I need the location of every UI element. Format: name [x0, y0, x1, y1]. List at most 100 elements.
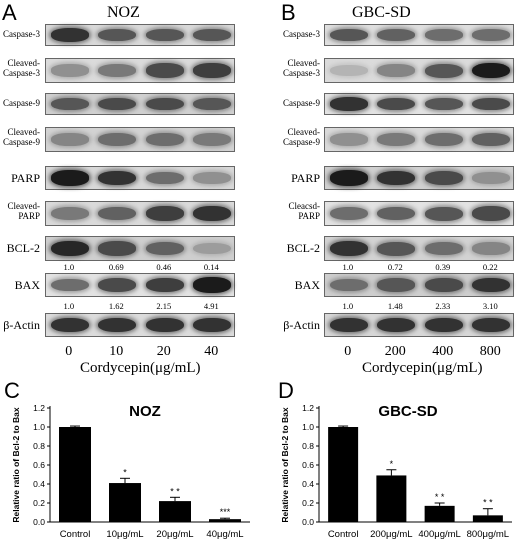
blot-band [377, 278, 416, 292]
blot-label: PARP [291, 171, 320, 185]
bar [59, 427, 91, 522]
ratio-value: 0.72 [387, 262, 403, 272]
blot-band [472, 317, 511, 333]
panel-letter-a: A [2, 0, 17, 25]
blot-band [98, 278, 137, 292]
blot-strip [45, 93, 235, 115]
category-label: 40μg/mL [206, 529, 243, 540]
bar [109, 483, 141, 522]
bar-chart-gbc-sd: GBC-SD Relative ratio of Bcl-2 to Bax 0.0 0… [280, 403, 512, 540]
significance-mark: * * [483, 498, 493, 508]
bar [209, 519, 241, 522]
blot-band [472, 206, 511, 221]
blot-band [329, 97, 368, 111]
blot-band [377, 133, 416, 146]
blot-label: Caspase-3 [3, 29, 40, 39]
blot-strip [324, 236, 514, 261]
blot-band [145, 206, 184, 221]
chart-title: NOZ [129, 403, 161, 420]
blot-band [424, 132, 463, 147]
blot-band [377, 206, 416, 221]
blot-band [193, 317, 232, 333]
blot-band [424, 241, 463, 256]
ratio-value: 1.0 [63, 301, 75, 311]
blot-band [329, 65, 368, 76]
ratio-value: 2.15 [156, 301, 172, 311]
blot-band [377, 97, 416, 111]
bar [159, 501, 191, 522]
blot-band [472, 97, 511, 111]
blot-band [98, 132, 137, 147]
y-tick-label: 0.6 [33, 460, 45, 470]
blot-band [193, 28, 232, 42]
y-axis-label: Relative ratio of Bcl-2 to Bax [11, 407, 21, 523]
bar-chart-noz: NOZ Relative ratio of Bcl-2 to Bax 0.0 0.2 0… [11, 403, 250, 540]
blot-band [50, 64, 89, 77]
category-label: Control [60, 529, 91, 540]
category-label: 10μg/mL [106, 529, 143, 540]
blot-label: Cleacsd- PARP [288, 201, 321, 221]
bar [376, 475, 407, 522]
blot-band [193, 242, 232, 255]
blot-band [472, 29, 511, 41]
blot-strip [324, 313, 514, 337]
blot-label: Cleaved- Caspase-3 [283, 58, 320, 78]
y-tick-label: 0.8 [302, 441, 314, 451]
blot-label: BAX [14, 278, 40, 292]
blot-band [329, 240, 368, 257]
blot-band [329, 278, 368, 292]
blot-strip [324, 166, 514, 190]
blot-label: Caspase-9 [283, 98, 320, 108]
y-tick-label: 0.2 [302, 498, 314, 508]
blot-strip [45, 273, 235, 297]
y-tick-label: 0.2 [33, 498, 45, 508]
concentration-label: 800 [479, 344, 501, 359]
blot-label: Cleaved- PARP [7, 201, 40, 221]
blot-band [193, 172, 232, 184]
blot-band [98, 317, 137, 333]
blot-label: PARP [11, 171, 40, 185]
blot-band [50, 207, 89, 220]
blot-band [145, 132, 184, 147]
concentration-label: 40 [204, 344, 219, 359]
blot-band [424, 29, 463, 41]
blot-band [193, 133, 232, 146]
blot-band [424, 171, 463, 185]
panel-a-title: NOZ [107, 4, 140, 21]
blot-band [50, 97, 89, 111]
y-axis-label: Relative ratio of Bcl-2 to Bax [280, 407, 290, 523]
blot-band [424, 97, 463, 111]
concentration-label: 0 [65, 344, 73, 359]
blot-band [377, 317, 416, 333]
blot-band [377, 29, 416, 41]
ratio-value: 1.0 [342, 262, 354, 272]
ratio-value: 1.0 [342, 301, 354, 311]
ratio-value: 3.10 [482, 301, 498, 311]
panel-b-title: GBC-SD [352, 4, 411, 21]
blot-band [145, 317, 184, 333]
y-tick-label: 1.0 [33, 422, 45, 432]
significance-mark: * * [435, 492, 445, 502]
blot-label: β-Actin [3, 318, 40, 332]
blot-band [50, 133, 89, 146]
category-label: 800μg/mL [467, 529, 509, 540]
blot-band [377, 241, 416, 256]
bar [472, 515, 503, 522]
panel-letter-d: D [278, 378, 294, 403]
concentration-label: 200 [384, 344, 406, 359]
blot-band [472, 62, 511, 79]
ratio-value: 0.39 [435, 262, 451, 272]
blot-label: Cleaved- Caspase-9 [283, 127, 320, 147]
blot-band [472, 172, 511, 184]
blot-strip [324, 127, 514, 152]
blot-band [98, 170, 137, 186]
blot-band [193, 205, 232, 222]
blot-band [329, 206, 368, 221]
category-label: 200μg/mL [370, 529, 412, 540]
blot-strip [324, 58, 514, 83]
blot-band [193, 63, 232, 78]
ratio-value: 0.46 [156, 262, 172, 272]
y-tick-label: 1.0 [302, 422, 314, 432]
blot-strip [45, 201, 235, 226]
blot-band [145, 241, 184, 256]
